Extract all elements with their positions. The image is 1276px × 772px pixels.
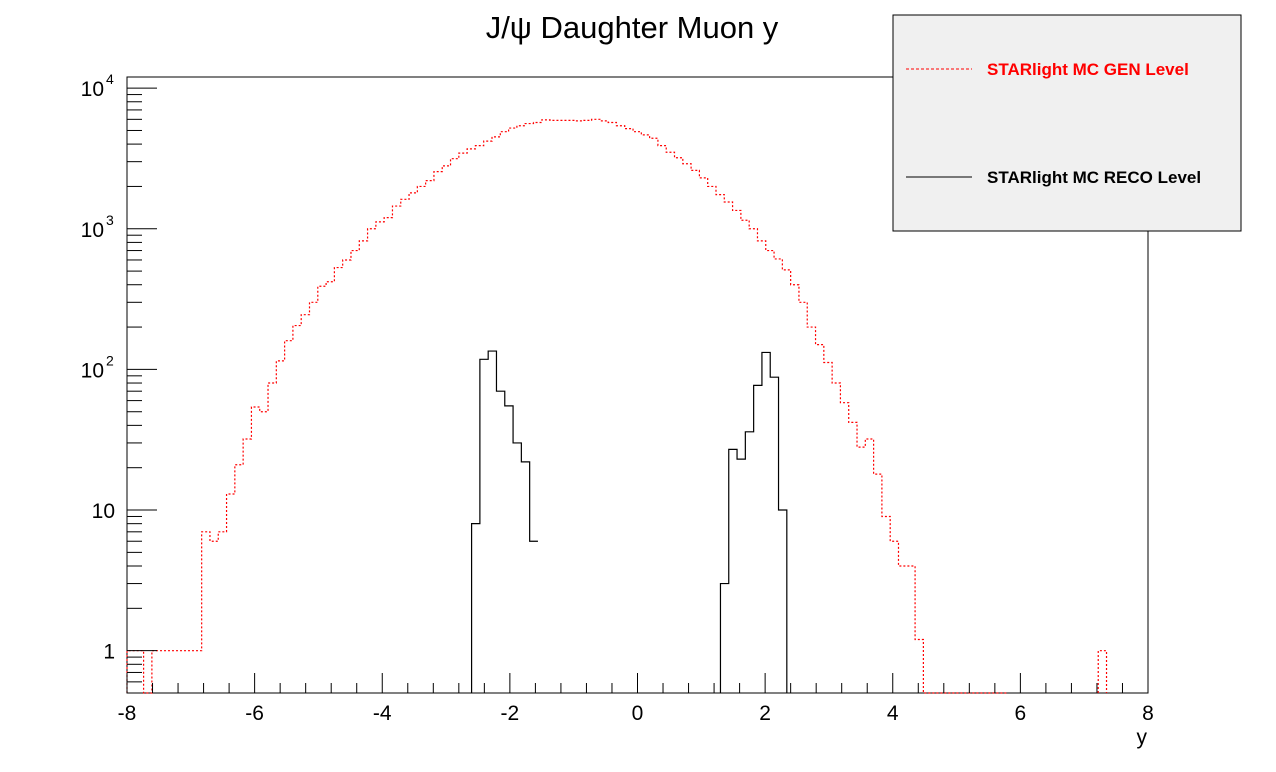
x-axis-label: y — [1137, 726, 1148, 749]
y-tick-exponent: 2 — [106, 352, 114, 368]
x-tick-label: 0 — [632, 702, 644, 725]
x-tick-label: 4 — [887, 702, 899, 725]
x-tick-label: 2 — [759, 702, 771, 725]
x-tick-label: -8 — [118, 702, 137, 725]
y-tick-label: 10 — [81, 78, 104, 101]
y-tick-exponent: 3 — [106, 212, 114, 228]
series-line-reco — [470, 350, 788, 693]
series-line-gen — [1097, 650, 1108, 693]
chart-title: J/ψ Daughter Muon y — [486, 10, 779, 45]
legend-reco-label: STARlight MC RECO Level — [987, 168, 1201, 187]
legend-gen-label: STARlight MC GEN Level — [987, 60, 1189, 79]
x-tick-label: -4 — [373, 702, 392, 725]
y-tick-label: 10 — [92, 500, 115, 523]
x-tick-label: 8 — [1142, 702, 1154, 725]
y-tick-label: 10 — [81, 359, 104, 382]
legend-box — [892, 14, 1242, 232]
x-tick-label: -2 — [501, 702, 520, 725]
y-tick-exponent: 4 — [106, 71, 114, 87]
y-tick-label: 10 — [81, 219, 104, 242]
y-tick-label: 1 — [103, 641, 115, 664]
legend: STARlight MC GEN Level STARlight MC RECO… — [892, 14, 1242, 232]
x-tick-label: -6 — [245, 702, 264, 725]
histogram-layer — [126, 118, 1108, 694]
series-line-gen — [126, 118, 1007, 694]
x-tick-label: 6 — [1015, 702, 1027, 725]
